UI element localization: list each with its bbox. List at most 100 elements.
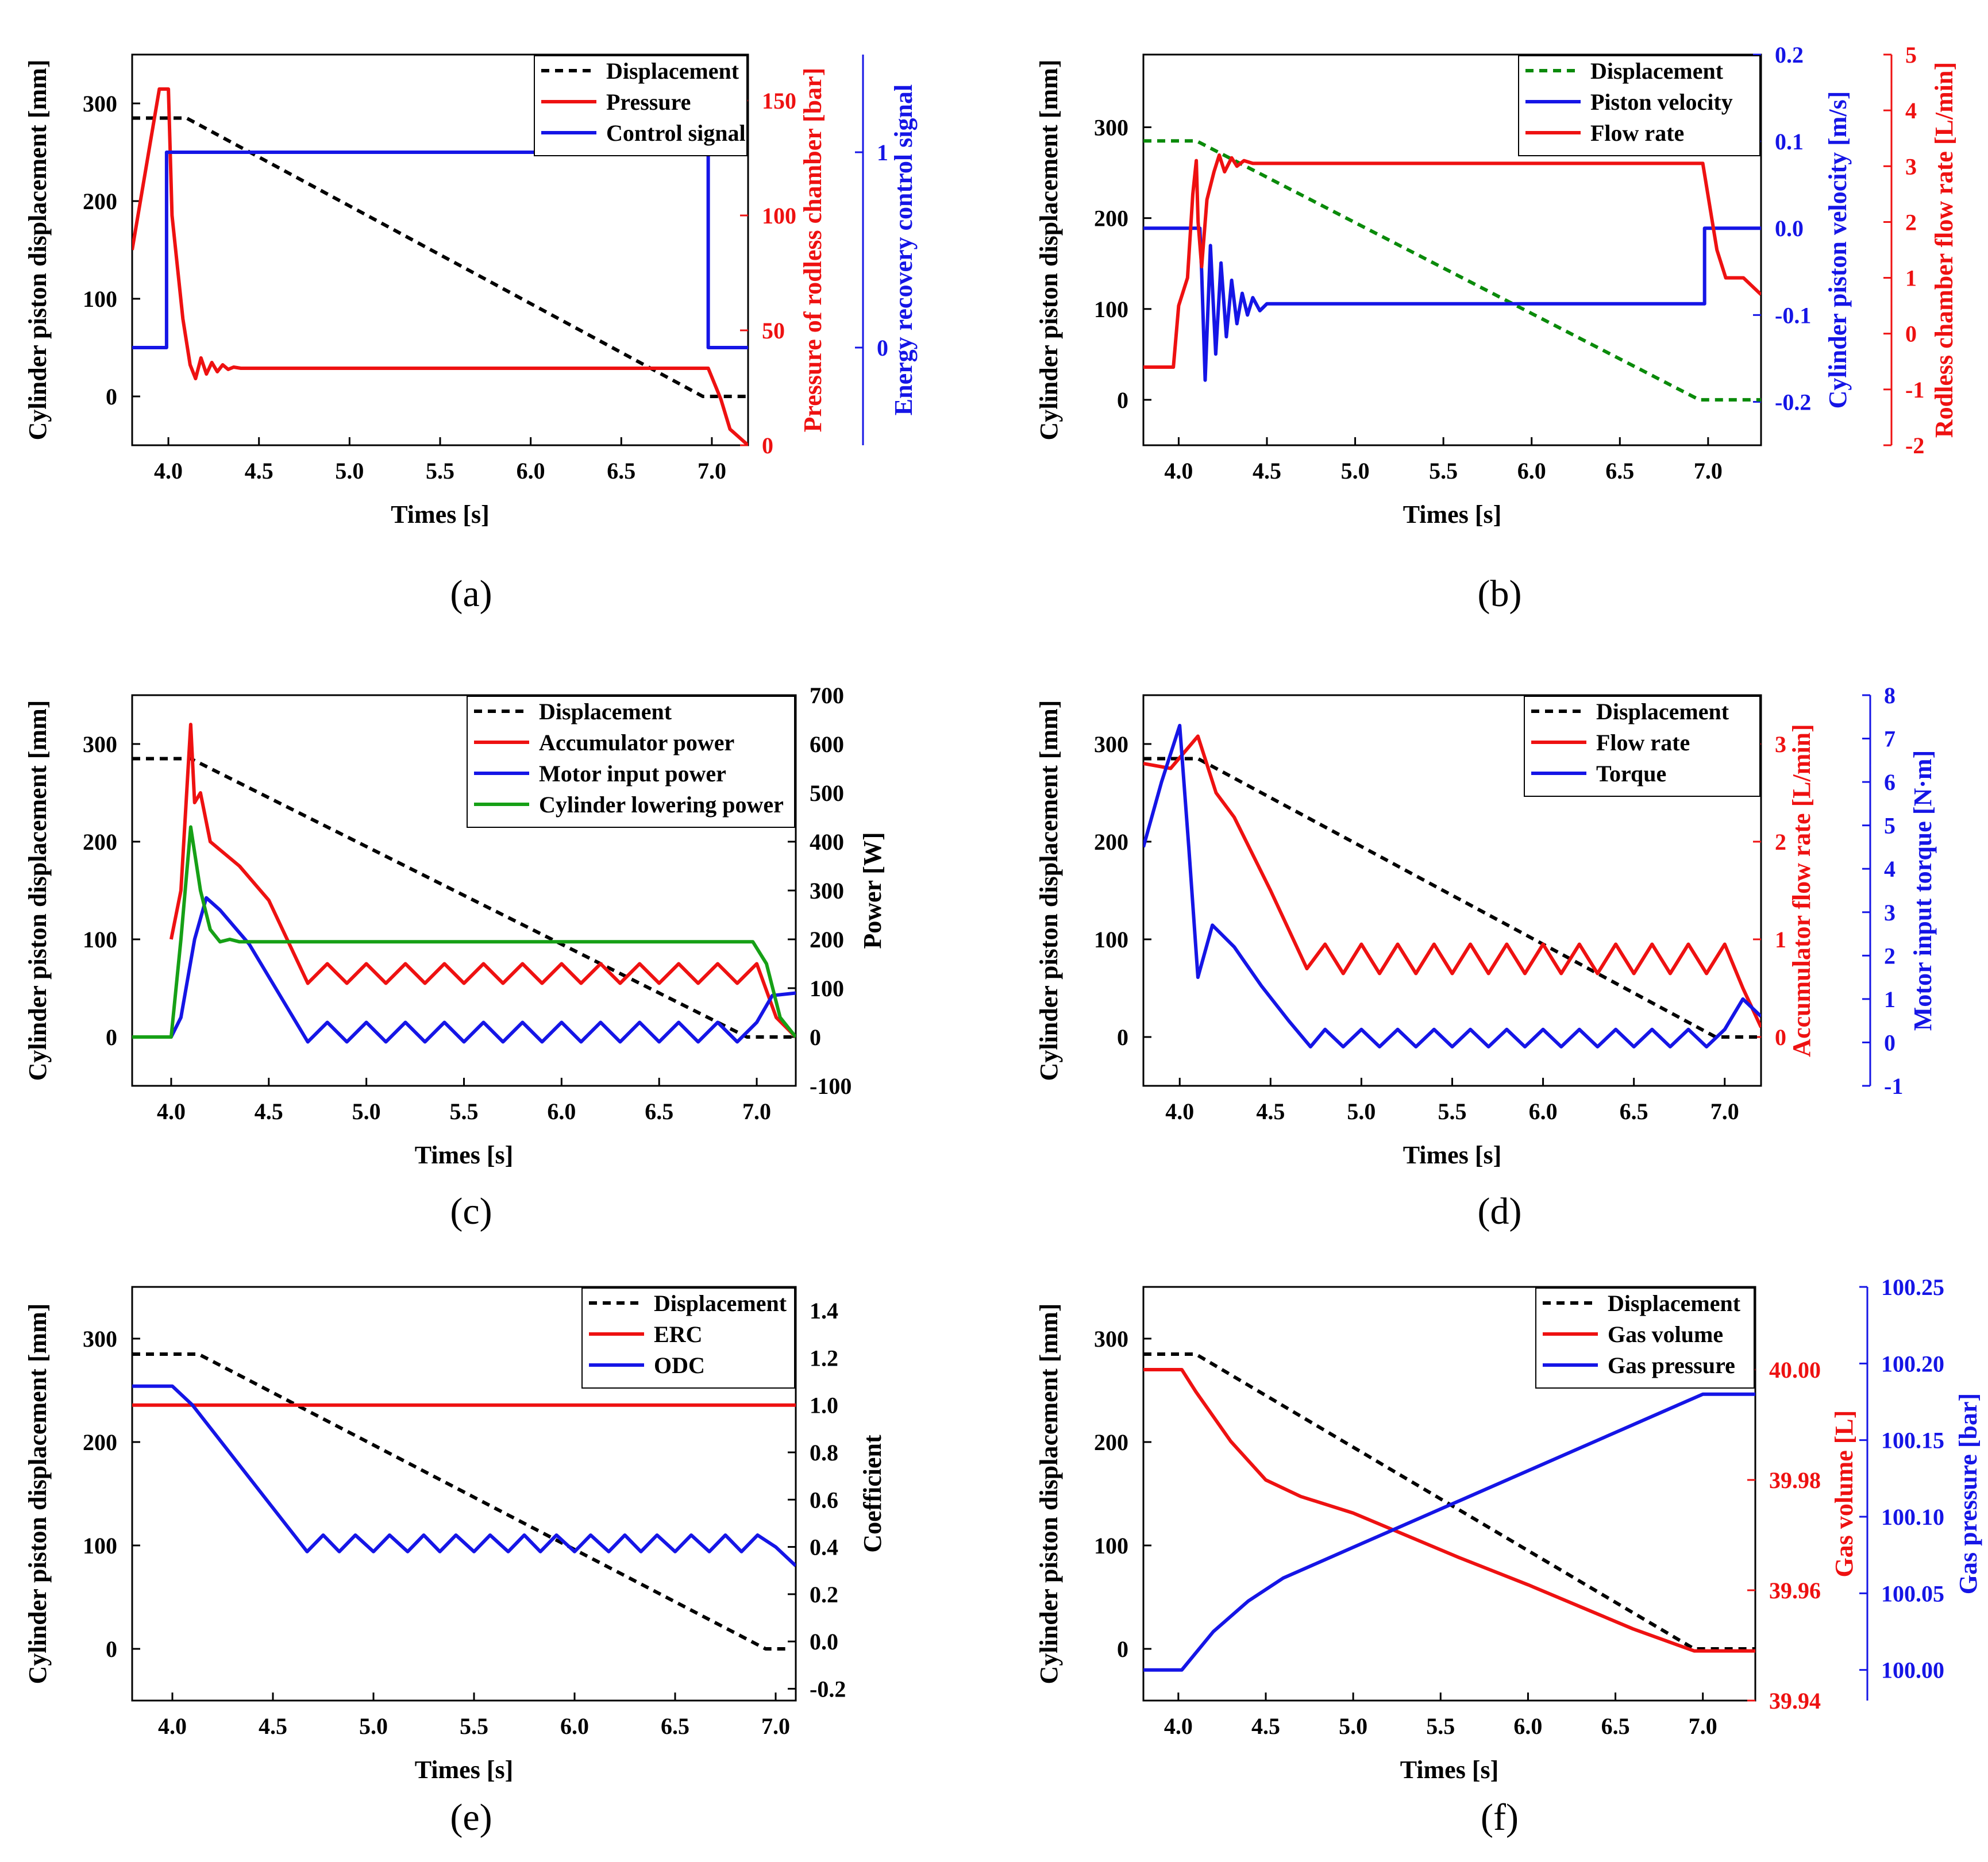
x-tick-label: 6.5 bbox=[1605, 458, 1634, 484]
chart-panel-5: 4.0 4.5 5.0 5.5 6.0 6.5 7.0 Times [s] 0 100 200 300… bbox=[24, 1286, 887, 1838]
y-tick-label-right: 0.2 bbox=[810, 1582, 838, 1607]
y-axis-label-left: Cylinder piston displacement [mm] bbox=[24, 700, 52, 1081]
legend-label: Displacement bbox=[606, 58, 739, 84]
y-tick-label-right: 100.05 bbox=[1881, 1580, 1944, 1606]
y-tick-label-right: 500 bbox=[810, 780, 844, 806]
y-tick-label: 100 bbox=[1094, 1533, 1128, 1559]
y-tick-label-right: 39.96 bbox=[1769, 1578, 1821, 1603]
y-tick-label: 300 bbox=[1094, 115, 1128, 141]
x-tick-label: 4.5 bbox=[259, 1713, 287, 1739]
y-tick-label-right: 0 bbox=[1905, 321, 1917, 347]
y-tick-label-right: 150 bbox=[762, 88, 796, 114]
x-tick-label: 4.5 bbox=[255, 1098, 283, 1124]
y-tick-label-right: 0 bbox=[877, 335, 888, 361]
y-tick-label-right: 200 bbox=[810, 927, 844, 953]
y-axis-label-left: Cylinder piston displacement [mm] bbox=[24, 1304, 52, 1684]
y-tick-label-right: 300 bbox=[810, 878, 844, 904]
y-tick-label: 300 bbox=[83, 91, 117, 117]
x-tick-label: 5.5 bbox=[460, 1713, 488, 1739]
x-tick-label: 4.0 bbox=[1165, 1098, 1194, 1124]
y-tick-label: 0 bbox=[1117, 1636, 1128, 1662]
y-tick-label: 0 bbox=[1117, 387, 1128, 413]
x-tick-label: 7.0 bbox=[1689, 1713, 1717, 1739]
y-axis-label-right: Gas pressure [bar] bbox=[1954, 1393, 1982, 1594]
y-tick-label-right: 0 bbox=[762, 433, 773, 458]
x-tick-label: 6.5 bbox=[1601, 1713, 1630, 1739]
y-axis-label-right: Rodless chamber flow rate [L/min] bbox=[1930, 62, 1958, 438]
legend-label: Flow rate bbox=[1596, 730, 1690, 755]
x-tick-label: 6.0 bbox=[517, 458, 545, 484]
y-axis-label-right: Coefficient bbox=[858, 1435, 887, 1553]
series-cylinder-lowering-power bbox=[132, 825, 796, 1039]
legend-label: Displacement bbox=[1596, 699, 1729, 724]
y-axis-label-right: Accumulator flow rate [L/min] bbox=[1787, 724, 1816, 1057]
x-axis-label: Times [s] bbox=[1403, 500, 1502, 529]
x-tick-label: 5.5 bbox=[1426, 1713, 1455, 1739]
x-tick-label: 4.0 bbox=[1164, 458, 1193, 484]
y-tick-label-right: 2 bbox=[1775, 829, 1786, 855]
x-tick-label: 6.5 bbox=[645, 1098, 673, 1124]
legend-label: Displacement bbox=[1608, 1290, 1741, 1316]
y-tick-label-right: 0 bbox=[1884, 1030, 1895, 1055]
legend-label: ODC bbox=[654, 1352, 705, 1378]
y-tick-label-right: 3 bbox=[1905, 153, 1917, 179]
series-torque bbox=[1143, 723, 1761, 1048]
x-tick-label: 5.5 bbox=[1429, 458, 1458, 484]
y-axis-label-right: Cylinder piston velocity [m/s] bbox=[1824, 91, 1852, 409]
y-tick-label-right: 39.98 bbox=[1769, 1467, 1821, 1493]
legend-label: Flow rate bbox=[1590, 120, 1684, 146]
x-tick-label: 7.0 bbox=[1710, 1098, 1739, 1124]
x-axis-label: Times [s] bbox=[1400, 1756, 1499, 1784]
y-axis-label-right: Motor input torque [N·m] bbox=[1909, 750, 1937, 1031]
y-tick-label-right: 100 bbox=[810, 976, 844, 1001]
x-tick-label: 6.0 bbox=[1513, 1713, 1542, 1739]
y-axis-label-left: Cylinder piston displacement [mm] bbox=[1035, 700, 1063, 1081]
y-tick-label-right: -0.1 bbox=[1775, 302, 1811, 328]
plot-frame bbox=[131, 1286, 797, 1702]
y-tick-label: 100 bbox=[1094, 296, 1128, 322]
y-tick-label-right: 4 bbox=[1884, 856, 1895, 882]
x-tick-label: 5.0 bbox=[352, 1098, 381, 1124]
series-piston-velocity bbox=[1143, 226, 1761, 382]
y-tick-label: 300 bbox=[1094, 731, 1128, 757]
y-tick-label-right: 1 bbox=[1775, 927, 1786, 953]
legend-label: Displacement bbox=[1590, 58, 1724, 84]
x-tick-label: 4.0 bbox=[1164, 1713, 1193, 1739]
legend-label: Pressure bbox=[606, 89, 691, 115]
x-tick-label: 4.0 bbox=[158, 1713, 187, 1739]
series-displacement bbox=[1143, 757, 1761, 1039]
y-axis-label-right: Energy recovery control signal bbox=[889, 84, 918, 415]
y-tick-label-right: 40.00 bbox=[1769, 1357, 1821, 1383]
y-tick-label-right: 3 bbox=[1884, 900, 1895, 926]
y-tick-label-right: 8 bbox=[1884, 683, 1895, 708]
x-tick-label: 6.5 bbox=[607, 458, 635, 484]
y-tick-label-right: 0.1 bbox=[1775, 129, 1804, 155]
series-displacement bbox=[132, 116, 748, 398]
y-tick-label: 0 bbox=[106, 1636, 117, 1662]
y-tick-label: 200 bbox=[1094, 1429, 1128, 1455]
legend-box bbox=[1535, 1287, 1755, 1389]
x-tick-label: 4.5 bbox=[1253, 458, 1281, 484]
x-tick-label: 5.0 bbox=[335, 458, 364, 484]
y-axis-label-right: Power [W] bbox=[858, 832, 887, 949]
y-tick-label-right: 400 bbox=[810, 829, 844, 855]
series-gas-volume bbox=[1143, 1368, 1755, 1653]
y-tick-label-right: -100 bbox=[810, 1073, 852, 1099]
x-axis-label: Times [s] bbox=[391, 500, 490, 529]
y-tick-label: 0 bbox=[106, 1024, 117, 1050]
series-control-signal bbox=[132, 151, 748, 349]
legend-label: Motor input power bbox=[539, 761, 726, 787]
y-tick-label-right: 7 bbox=[1884, 726, 1895, 752]
x-axis-label: Times [s] bbox=[1403, 1141, 1502, 1169]
x-tick-label: 4.0 bbox=[154, 458, 183, 484]
series-motor-input-power bbox=[132, 896, 796, 1044]
y-tick-label: 200 bbox=[83, 1429, 117, 1455]
y-tick-label-right: 0 bbox=[1775, 1024, 1786, 1050]
x-tick-label: 4.5 bbox=[245, 458, 273, 484]
series-displacement bbox=[1143, 139, 1761, 402]
y-tick-label-right: 100.20 bbox=[1881, 1351, 1944, 1377]
y-axis-label-left: Cylinder piston displacement [mm] bbox=[24, 60, 52, 441]
y-axis-label-right: Pressure of rodless chamber [bar] bbox=[799, 68, 827, 433]
